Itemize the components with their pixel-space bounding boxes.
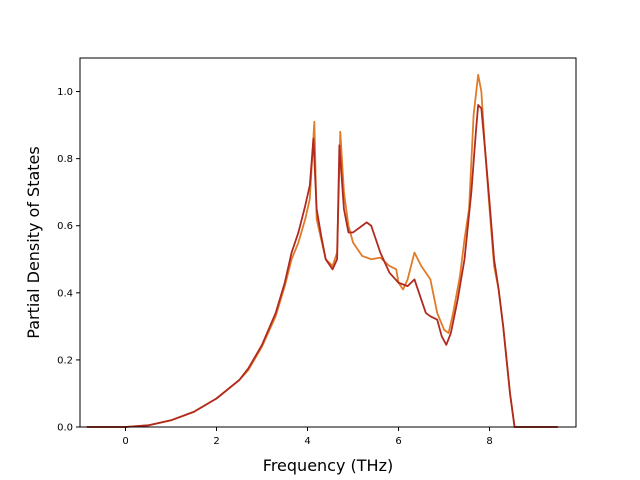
x-axis-label: Frequency (THz) xyxy=(263,456,393,475)
x-tick-label: 0 xyxy=(122,436,128,447)
y-axis-ticks: 0.0 0.2 0.4 0.6 0.8 1.0 xyxy=(57,87,80,434)
y-tick-label: 0.2 xyxy=(57,355,73,366)
y-tick-label: 0.0 xyxy=(57,423,73,434)
series-layer xyxy=(86,73,558,428)
x-tick-label: 8 xyxy=(486,436,492,447)
x-tick-label: 4 xyxy=(304,436,310,447)
x-tick-label: 6 xyxy=(395,436,401,447)
x-axis-ticks: 0 2 4 6 8 xyxy=(122,427,493,447)
y-tick-label: 0.8 xyxy=(57,154,73,165)
series-line-2 xyxy=(86,104,558,428)
plot-frame xyxy=(79,57,577,428)
y-tick-label: 0.4 xyxy=(57,288,73,299)
y-axis-label: Partial Density of States xyxy=(24,146,43,338)
y-tick-label: 1.0 xyxy=(57,87,73,98)
y-tick-label: 0.6 xyxy=(57,221,73,232)
x-tick-label: 2 xyxy=(213,436,219,447)
series-line-1 xyxy=(86,73,558,428)
